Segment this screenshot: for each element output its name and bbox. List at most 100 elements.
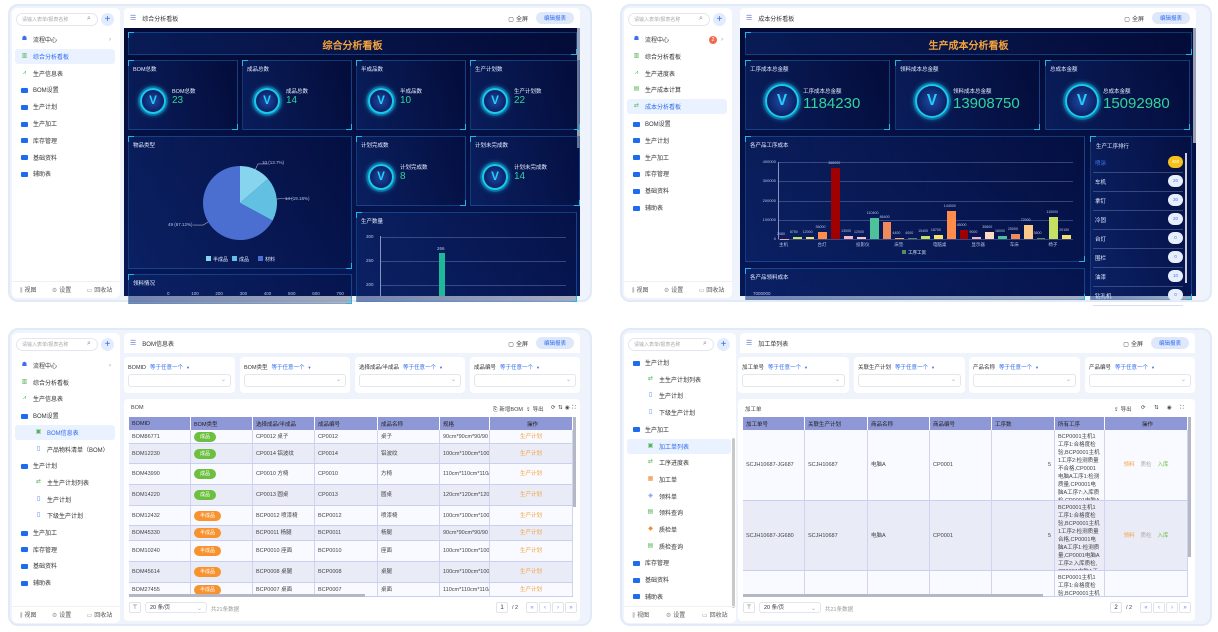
search-input[interactable] — [16, 13, 98, 26]
column-header[interactable]: 商品编号 — [930, 417, 992, 430]
column-header[interactable]: 加工单号 — [743, 417, 805, 430]
sidebar-item[interactable]: ⇄ 主生产计划列表 — [627, 372, 731, 387]
export-button[interactable]: ⇪ 导出 — [526, 405, 544, 413]
recycle-bin-button[interactable]: ▭ 回收站 — [87, 285, 113, 294]
sidebar-item[interactable]: ▯ 产品物料清单（BOM） — [15, 442, 115, 457]
sidebar-item[interactable]: ▣ BOM信息表 — [15, 424, 115, 440]
column-header[interactable]: BOM类型 — [191, 417, 253, 430]
sidebar-item[interactable]: ◈ 领料单 — [627, 489, 731, 504]
sidebar-item[interactable]: ▥ 综合分析看板 — [15, 48, 115, 64]
sidebar-item[interactable]: 辅助表 — [15, 575, 115, 590]
search-icon[interactable]: ⌕ — [87, 15, 91, 22]
refresh-icon[interactable]: ⟳ — [1141, 405, 1146, 411]
sort-icon[interactable]: ⇅ — [558, 405, 563, 411]
add-button[interactable]: + — [101, 338, 114, 351]
pick-material-link[interactable]: 领料 — [1123, 462, 1135, 468]
sidebar-item[interactable]: ☗ 流程中心 2 › — [627, 32, 727, 47]
last-page-button[interactable]: » — [565, 602, 577, 613]
column-header[interactable]: 选择成品/半成品 — [253, 417, 315, 430]
column-settings-button[interactable]: ⊤ — [129, 602, 141, 613]
production-plan-link[interactable]: 生产计划 — [519, 548, 542, 554]
table-vscrollbar[interactable] — [573, 417, 576, 507]
filter-operator-dropdown[interactable]: 等于任意一个 ▼ — [150, 365, 190, 371]
sidebar-item[interactable]: BOM设置 — [15, 82, 115, 97]
sidebar-item[interactable]: ▯ 下级生产计划 — [15, 508, 115, 523]
sidebar-item[interactable]: ▤ 质检查询 — [627, 539, 731, 554]
fullscreen-button[interactable]: ▢ 全屏 — [1123, 339, 1143, 348]
rank-scrollbar[interactable] — [1185, 153, 1187, 283]
inspect-link[interactable]: 质检 — [1140, 462, 1152, 468]
production-plan-link[interactable]: 生产计划 — [519, 530, 542, 536]
fullscreen-button[interactable]: ▢ 全屏 — [1124, 14, 1144, 23]
sidebar-item[interactable]: ⩘ 生产信息表 — [15, 66, 115, 81]
fullscreen-icon[interactable]: ⛶ — [572, 405, 576, 411]
add-bom-button[interactable]: ⎘ 新增BOM — [493, 405, 523, 414]
inspect-link[interactable]: 质检 — [1140, 532, 1152, 539]
sidebar-item[interactable]: 基础资料 — [627, 572, 731, 587]
page-size-select[interactable]: 20 条/页 — [759, 602, 821, 614]
sidebar-item[interactable]: ▯ 下级生产计划 — [627, 405, 731, 420]
add-button[interactable]: + — [713, 13, 726, 26]
sidebar-item[interactable]: 辅助表 — [15, 166, 115, 181]
next-page-button[interactable]: › — [552, 602, 564, 613]
filter-select[interactable] — [742, 374, 845, 387]
sidebar-item[interactable]: BOM设置 — [15, 408, 115, 423]
sidebar-item[interactable]: ▣ 加工单列表 — [627, 438, 731, 454]
production-plan-link[interactable]: 生产计划 — [519, 512, 542, 519]
filter-select[interactable] — [359, 374, 461, 387]
menu-icon[interactable]: ☰ — [130, 15, 137, 22]
sidebar-item[interactable]: 生产计划 — [15, 99, 115, 114]
recycle-bin-button[interactable]: ▭ 回收站 — [702, 610, 728, 619]
sidebar-item[interactable]: ⇄ 主生产计划列表 — [15, 475, 115, 490]
sidebar-item[interactable]: ☗ 流程中心 › — [15, 32, 115, 47]
sidebar-item[interactable]: 基础资料 — [15, 558, 115, 573]
production-plan-link[interactable]: 生产计划 — [519, 586, 542, 593]
settings-button[interactable]: ⚙ 设置 — [52, 610, 71, 619]
sidebar-item[interactable]: ⇄ 工序进度表 — [627, 455, 731, 470]
sidebar-item[interactable]: 生产加工 — [627, 150, 727, 165]
search-icon[interactable]: ⌕ — [87, 340, 91, 347]
last-page-button[interactable]: » — [1179, 602, 1191, 613]
pick-material-link[interactable]: 领料 — [1123, 532, 1135, 539]
column-header[interactable]: 规格 — [440, 417, 490, 430]
sidebar-item[interactable]: 库存管理 — [627, 166, 727, 181]
sidebar-item[interactable]: ▦ 加工单 — [627, 472, 731, 487]
sidebar-item[interactable]: ▥ 综合分析看板 — [15, 375, 115, 390]
recycle-bin-button[interactable]: ▭ 回收站 — [87, 610, 113, 619]
eye-icon[interactable]: ◉ — [565, 405, 570, 411]
filter-operator-dropdown[interactable]: 等于任意一个 ▼ — [403, 365, 443, 371]
filter-select[interactable] — [128, 374, 231, 387]
search-input[interactable] — [628, 338, 714, 351]
page-size-select[interactable]: 20 条/页 — [145, 602, 207, 614]
search-input[interactable] — [628, 13, 710, 26]
menu-icon[interactable]: ☰ — [130, 340, 137, 347]
production-plan-link[interactable]: 生产计划 — [519, 569, 542, 575]
sidebar-item[interactable]: 生产加工 — [15, 525, 115, 540]
settings-button[interactable]: ⚙ 设置 — [52, 285, 71, 294]
production-plan-link[interactable]: 生产计划 — [519, 471, 542, 477]
sidebar-item[interactable]: 库存管理 — [15, 133, 115, 148]
filter-select[interactable] — [1089, 374, 1191, 387]
fullscreen-button[interactable]: ▢ 全屏 — [508, 14, 528, 23]
page-input[interactable]: 1 — [496, 602, 508, 613]
sidebar-item[interactable]: ⇄ 成本分析看板 — [627, 99, 727, 115]
table-hscrollbar[interactable] — [743, 594, 1043, 597]
view-button[interactable]: ⫼ 视图 — [20, 285, 37, 295]
sidebar-item[interactable]: 库存管理 — [627, 555, 731, 570]
sidebar-item[interactable]: 生产计划 — [627, 355, 731, 370]
sidebar-item[interactable]: ☗ 流程中心 › — [15, 358, 115, 373]
column-header[interactable]: 成品编号 — [315, 417, 378, 430]
stock-in-link[interactable]: 入库 — [1157, 462, 1169, 468]
sidebar-item[interactable]: ⩘ 生产信息表 — [15, 391, 115, 406]
filter-operator-dropdown[interactable]: 等于任意一个 ▼ — [1115, 365, 1155, 371]
export-button[interactable]: ⇪ 导出 — [1114, 405, 1132, 413]
edit-report-button[interactable]: 编辑报表 — [535, 12, 574, 24]
page-input[interactable]: 2 — [1110, 602, 1122, 613]
refresh-icon[interactable]: ⟳ — [551, 405, 556, 411]
column-header[interactable]: 所有工序 — [1055, 417, 1105, 430]
next-page-button[interactable]: › — [1166, 602, 1178, 613]
edit-report-button[interactable]: 编辑报表 — [1151, 12, 1190, 24]
first-page-button[interactable]: « — [1140, 602, 1152, 613]
settings-button[interactable]: ⚙ 设置 — [666, 610, 685, 619]
view-button[interactable]: ⫼ 视图 — [20, 610, 37, 620]
